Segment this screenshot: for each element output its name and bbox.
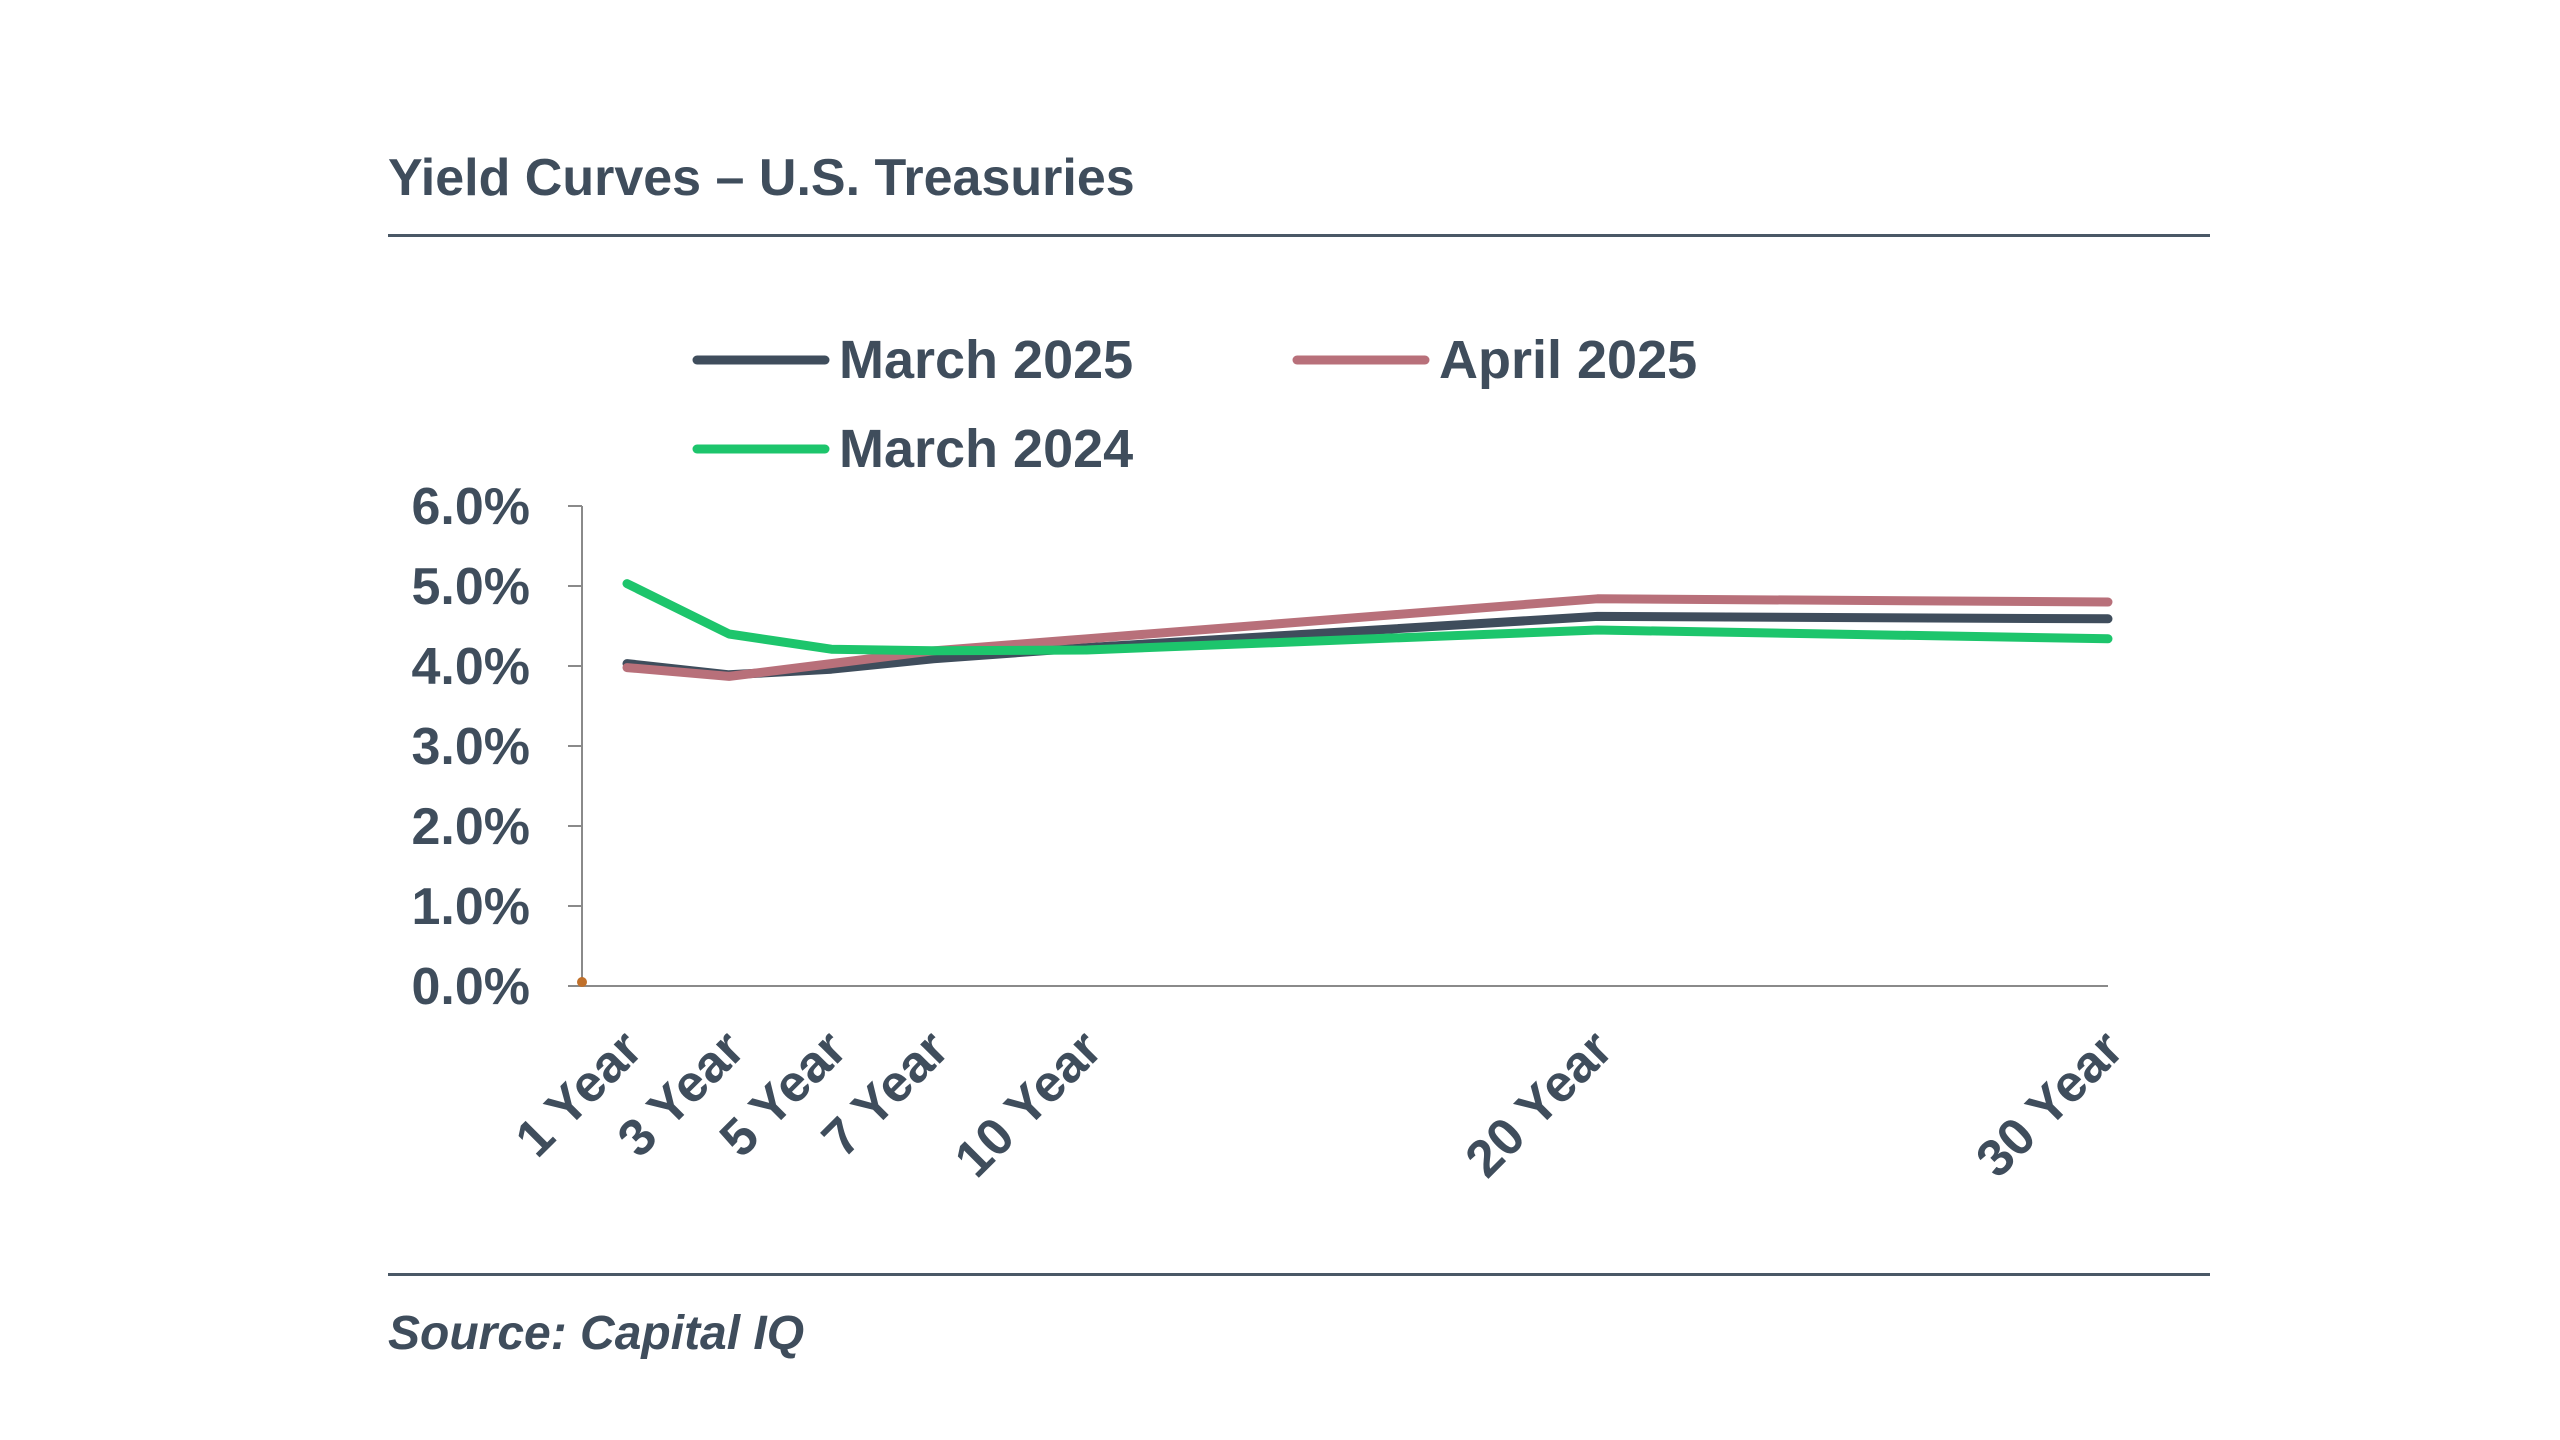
legend-label: March 2024 (839, 419, 1133, 479)
y-tick-label: 3.0% (411, 718, 530, 776)
legend-label: April 2025 (1439, 330, 1697, 390)
y-tick-label: 5.0% (411, 558, 530, 616)
page-title: Yield Curves – U.S. Treasuries (388, 149, 1135, 207)
legend-label: March 2025 (839, 330, 1133, 390)
x-tick-label: 30 Year (1965, 1019, 2134, 1188)
y-tick-label: 1.0% (411, 878, 530, 936)
x-tick-label: 10 Year (944, 1019, 1113, 1188)
y-tick-label: 0.0% (411, 958, 530, 1016)
chart-series (622, 579, 2113, 681)
x-tick-label: 20 Year (1455, 1019, 1624, 1188)
series-line (622, 579, 2113, 656)
origin-marker (577, 977, 587, 987)
y-tick-label: 4.0% (411, 638, 530, 696)
chart-legend: March 2025 April 2025 March 2024 (692, 330, 1697, 479)
title-divider (388, 234, 2210, 237)
y-tick-label: 2.0% (411, 798, 530, 856)
source-divider (388, 1273, 2210, 1276)
source-note: Source: Capital IQ (388, 1307, 805, 1360)
y-tick-label: 6.0% (411, 478, 530, 536)
